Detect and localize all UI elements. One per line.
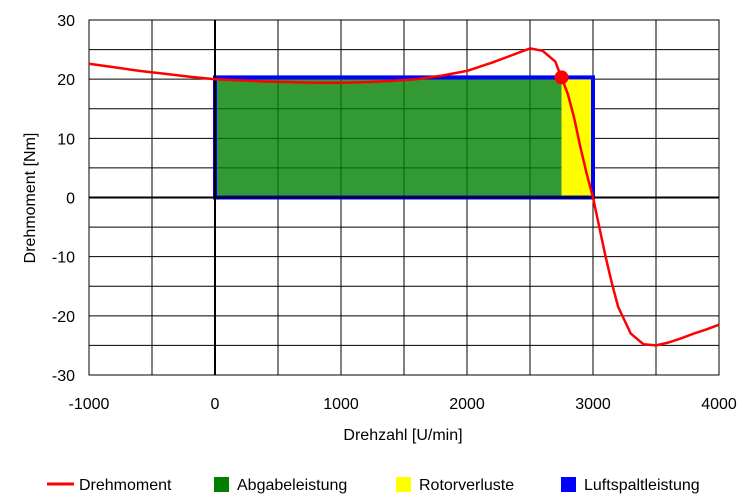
plot-frame xyxy=(88,19,720,376)
legend: Drehmoment Abgabeleistung Rotorverluste … xyxy=(47,477,700,494)
y-tick-label-5: 20 xyxy=(57,72,75,89)
y-tick-label-6: 30 xyxy=(57,13,75,30)
y-axis-title: Drehmoment [Nm] xyxy=(22,133,39,264)
y-tick-label-2: -10 xyxy=(52,250,75,267)
legend-swatch-rotorverluste xyxy=(396,477,411,492)
y-tick-label-3: 0 xyxy=(66,191,75,208)
legend-label-rotorverluste: Rotorverluste xyxy=(419,477,514,494)
x-tick-label-0: -1000 xyxy=(69,396,110,413)
legend-label-abgabeleistung: Abgabeleistung xyxy=(237,477,347,494)
x-tick-label-1: 0 xyxy=(211,396,220,413)
legend-swatch-abgabeleistung xyxy=(214,477,229,492)
series-line-drehmoment xyxy=(88,47,720,347)
x-tick-labels: -1000 0 1000 2000 3000 4000 xyxy=(69,396,737,413)
area-abgabeleistung xyxy=(215,77,562,198)
y-tick-label-4: 10 xyxy=(57,131,75,148)
y-tick-label-0: -30 xyxy=(52,368,75,385)
legend-label-drehmoment: Drehmoment xyxy=(79,477,172,494)
legend-swatch-luftspaltleistung xyxy=(561,477,576,492)
x-tick-label-5: 4000 xyxy=(701,396,737,413)
series-group xyxy=(88,47,720,347)
y-tick-labels: -30 -20 -10 0 10 20 30 xyxy=(52,13,75,385)
plot-border xyxy=(88,19,720,376)
x-tick-label-3: 2000 xyxy=(449,396,485,413)
power-areas xyxy=(213,75,595,200)
x-tick-label-2: 1000 xyxy=(323,396,359,413)
x-axis-title: Drehzahl [U/min] xyxy=(343,427,462,444)
x-tick-label-4: 3000 xyxy=(575,396,611,413)
y-tick-label-1: -20 xyxy=(52,309,75,326)
legend-label-luftspaltleistung: Luftspaltleistung xyxy=(584,477,700,494)
operating-point-marker xyxy=(554,70,569,85)
